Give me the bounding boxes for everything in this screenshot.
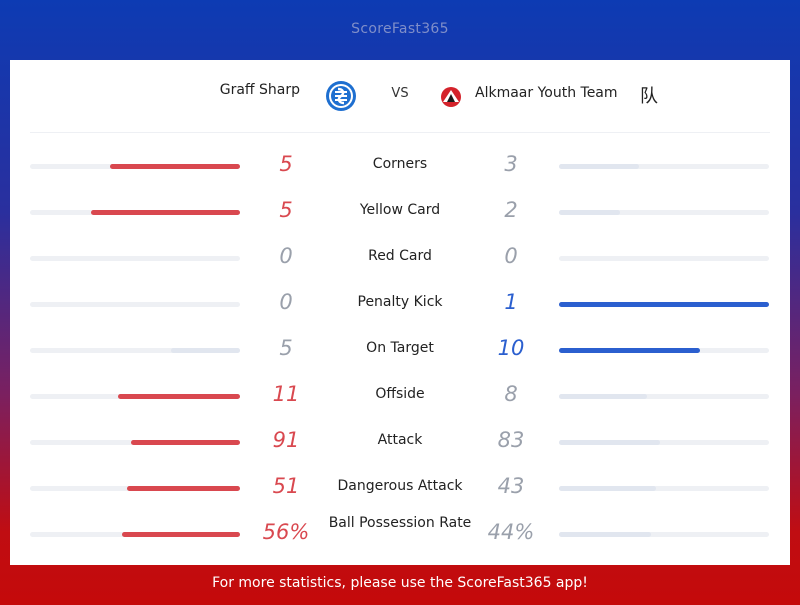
away-stat-bar	[559, 486, 769, 491]
stats-list: 5 Corners 3 5 Yellow Card 2 0 Red Card 0 0 Penalty…	[10, 143, 790, 557]
stat-label: Yellow Card	[359, 202, 441, 218]
away-team-suffix: 队	[640, 86, 658, 107]
home-stat-bar	[30, 256, 240, 261]
match-stats-card: Graff Sharp VS Alkmaar Youth Team 队 5 Cor…	[10, 60, 790, 565]
away-stat-bar-fill	[559, 486, 656, 491]
away-stat-bar	[559, 394, 769, 399]
away-stat-value: 43	[497, 474, 525, 498]
away-stat-bar	[559, 348, 769, 353]
stat-label: Red Card	[368, 248, 432, 264]
away-stat-value: 0	[504, 244, 518, 268]
app-promo-footer[interactable]: For more statistics, please use the Scor…	[212, 575, 588, 591]
home-stat-bar	[30, 302, 240, 307]
away-stat-bar	[559, 532, 769, 537]
home-stat-bar-fill	[90, 210, 240, 215]
stat-row: 51 Dangerous Attack 43	[10, 465, 790, 511]
home-stat-value: 0	[279, 290, 293, 314]
home-stat-value: 56%	[262, 520, 310, 544]
away-stat-bar-fill	[559, 210, 620, 215]
away-stat-bar	[559, 440, 769, 445]
away-stat-value: 3	[504, 152, 518, 176]
stat-row: 0 Red Card 0	[10, 235, 790, 281]
away-stat-bar-fill	[559, 440, 660, 445]
stat-row: 11 Offside 8	[10, 373, 790, 419]
home-stat-bar	[30, 348, 240, 353]
home-stat-value: 5	[279, 336, 293, 360]
home-stat-value: 91	[272, 428, 300, 452]
match-header: Graff Sharp VS Alkmaar Youth Team 队	[10, 60, 790, 132]
home-stat-bar	[30, 210, 240, 215]
stat-label: Ball Possession Rate	[328, 515, 472, 531]
home-stat-bar-fill	[118, 394, 240, 399]
home-team-crest-icon[interactable]	[325, 80, 357, 112]
away-stat-bar	[559, 164, 769, 169]
away-stat-bar	[559, 302, 769, 307]
home-stat-value: 0	[279, 244, 293, 268]
away-team-name[interactable]: Alkmaar Youth Team	[475, 85, 618, 101]
stat-row: 5 On Target 10	[10, 327, 790, 373]
app-brand: ScoreFast365	[351, 21, 449, 37]
home-stat-bar-fill	[130, 440, 240, 445]
away-stat-value: 10	[497, 336, 525, 360]
home-stat-bar-fill	[109, 164, 240, 169]
away-stat-value: 1	[504, 290, 518, 314]
stat-label: Offside	[375, 386, 425, 402]
away-stat-bar	[559, 210, 769, 215]
stat-label: Corners	[372, 156, 428, 172]
home-stat-bar	[30, 164, 240, 169]
home-stat-bar-fill	[170, 348, 240, 353]
home-stat-bar	[30, 532, 240, 537]
away-stat-bar-fill	[559, 164, 639, 169]
stat-label: Dangerous Attack	[337, 478, 463, 494]
stat-label: Attack	[377, 432, 423, 448]
away-stat-value: 83	[497, 428, 525, 452]
stat-label: Penalty Kick	[357, 294, 443, 310]
home-stat-bar	[30, 486, 240, 491]
home-stat-bar-fill	[126, 486, 240, 491]
away-stat-value: 8	[504, 382, 518, 406]
home-stat-bar	[30, 394, 240, 399]
home-stat-bar-fill	[122, 532, 240, 537]
stat-row: 91 Attack 83	[10, 419, 790, 465]
away-stat-bar-fill	[559, 348, 700, 353]
away-team-crest-icon[interactable]	[440, 86, 462, 108]
away-stat-bar-fill	[559, 394, 648, 399]
home-stat-value: 11	[272, 382, 300, 406]
home-stat-value: 5	[279, 152, 293, 176]
home-stat-value: 51	[272, 474, 300, 498]
stat-row: 56% Ball Possession Rate 44%	[10, 511, 790, 557]
away-stat-bar	[559, 256, 769, 261]
stat-row: 5 Yellow Card 2	[10, 189, 790, 235]
vs-label: VS	[391, 86, 409, 101]
header-divider	[30, 132, 770, 133]
away-stat-value: 2	[504, 198, 518, 222]
away-stat-bar-fill	[559, 532, 652, 537]
home-stat-bar	[30, 440, 240, 445]
home-team-name[interactable]: Graff Sharp	[219, 82, 300, 98]
stat-label: On Target	[366, 340, 434, 356]
stat-row: 0 Penalty Kick 1	[10, 281, 790, 327]
away-stat-bar-fill	[559, 302, 769, 307]
stat-row: 5 Corners 3	[10, 143, 790, 189]
away-stat-value: 44%	[487, 520, 535, 544]
home-stat-value: 5	[279, 198, 293, 222]
